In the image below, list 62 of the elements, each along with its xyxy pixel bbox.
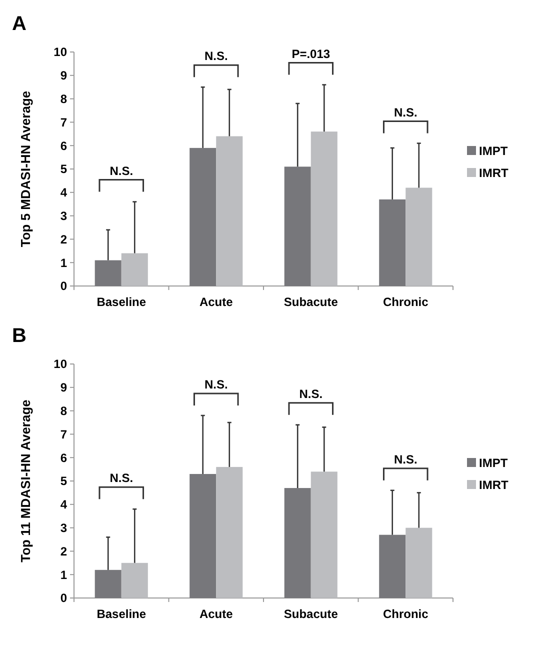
y-tick-label: 6: [60, 138, 68, 153]
y-tick-label: 8: [60, 92, 68, 106]
bar: [121, 253, 148, 286]
annotation: N.S.: [204, 49, 228, 64]
annotation: N.S.: [394, 452, 418, 466]
bar: [94, 260, 122, 286]
bar: [94, 570, 122, 598]
annotation: N.S.: [394, 105, 418, 120]
annotation: N.S.: [204, 377, 228, 392]
y-tick-label: 0: [60, 279, 68, 294]
y-tick-label: 0: [60, 591, 68, 606]
y-axis-title: Top 11 MDASI-HN Average: [18, 400, 33, 562]
x-tick-label: Baseline: [96, 607, 146, 621]
y-tick-label: 8: [60, 404, 68, 418]
annotation: N.S.: [299, 386, 323, 401]
y-tick-label: 3: [60, 209, 68, 223]
y-tick-label: 5: [60, 474, 68, 488]
annotation: N.S.: [110, 164, 134, 178]
y-tick-label: 2: [60, 232, 68, 246]
bar: [216, 466, 243, 598]
legend-label: IMPT: [479, 456, 508, 470]
bar: [216, 136, 243, 286]
y-tick-label: 1: [60, 256, 68, 270]
chart-title: A: [12, 13, 26, 35]
legend-label: IMRT: [479, 166, 509, 180]
x-tick-label: Subacute: [284, 295, 338, 309]
x-tick-label: Subacute: [284, 607, 338, 621]
bar: [190, 148, 216, 286]
y-tick-label: 6: [60, 450, 68, 465]
x-tick-label: Acute: [199, 607, 234, 621]
y-tick-label: 7: [60, 427, 68, 442]
annotation: N.S.: [110, 471, 134, 486]
y-tick-label: 3: [60, 521, 68, 535]
y-tick-label: 9: [60, 68, 68, 83]
legend-label: IMPT: [479, 144, 508, 158]
bar: [406, 188, 432, 286]
y-tick-label: 10: [54, 357, 68, 372]
y-tick-label: 2: [60, 544, 68, 558]
y-tick-label: 5: [60, 162, 68, 176]
x-tick-label: Chronic: [382, 295, 429, 309]
bar: [379, 199, 406, 286]
y-tick-label: 10: [54, 45, 68, 60]
bar: [310, 472, 338, 598]
bar: [190, 474, 216, 598]
chart-title: B: [12, 325, 26, 347]
x-tick-label: Baseline: [96, 295, 146, 309]
x-tick-label: Chronic: [382, 607, 429, 621]
annotation: P=.013: [292, 46, 330, 61]
bar: [284, 166, 311, 286]
x-tick-label: Acute: [199, 295, 234, 309]
y-axis-title: Top 5 MDASI-HN Average: [18, 90, 33, 248]
legend-label: IMRT: [479, 478, 509, 492]
bar: [284, 488, 311, 598]
bar: [406, 528, 432, 598]
bar: [310, 132, 338, 286]
y-tick-label: 7: [60, 115, 68, 130]
y-tick-label: 1: [60, 568, 68, 582]
y-tick-label: 9: [60, 380, 68, 395]
y-tick-label: 4: [60, 186, 68, 200]
y-tick-label: 4: [60, 498, 68, 512]
bar: [379, 534, 406, 598]
bar: [121, 562, 148, 598]
